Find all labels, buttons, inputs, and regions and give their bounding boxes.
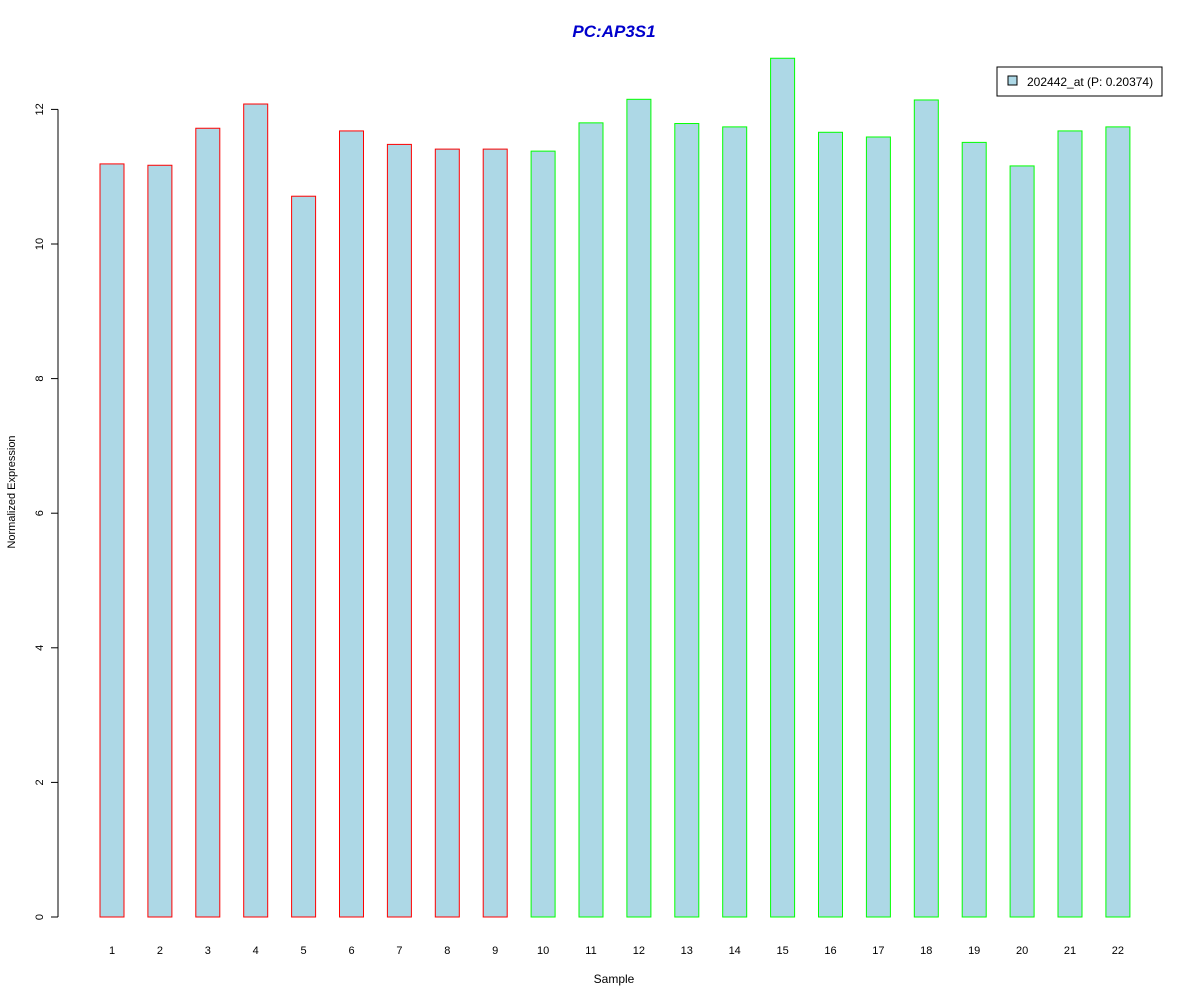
bar-sample-20 xyxy=(1009,165,1035,918)
x-tick-label: 12 xyxy=(633,945,645,957)
bar-sample-4 xyxy=(243,103,269,918)
y-tick-label: 10 xyxy=(34,238,46,250)
x-tick-label: 1 xyxy=(109,945,115,957)
x-tick-label: 21 xyxy=(1064,945,1076,957)
x-tick-label: 13 xyxy=(681,945,693,957)
bar-sample-9 xyxy=(482,148,508,918)
x-tick-label: 4 xyxy=(253,945,259,957)
x-tick-label: 6 xyxy=(348,945,354,957)
bar-sample-19 xyxy=(961,141,987,918)
x-tick-label: 22 xyxy=(1112,945,1124,957)
x-tick-label: 8 xyxy=(444,945,450,957)
x-tick-label: 14 xyxy=(729,945,741,957)
bar-sample-6 xyxy=(339,130,364,918)
x-tick-label: 9 xyxy=(492,945,498,957)
bar-sample-11 xyxy=(578,122,604,918)
bar-sample-14 xyxy=(722,126,748,918)
x-tick-labels: 1 2 3 4 5 6 7 8 9 10 11 12 13 14 15 16 17 18 19 20 21 22 xyxy=(109,945,1124,957)
y-axis-label: Normalized Expression xyxy=(6,435,18,548)
legend-box xyxy=(996,66,1163,97)
y-tick-label: 8 xyxy=(34,376,46,382)
bar-sample-17 xyxy=(865,136,891,918)
x-tick-label: 3 xyxy=(205,945,211,957)
bar-sample-16 xyxy=(818,131,843,918)
x-tick-label: 5 xyxy=(301,945,307,957)
bar-sample-10 xyxy=(530,150,556,918)
bar-sample-7 xyxy=(386,143,412,918)
bar-sample-22 xyxy=(1105,126,1131,918)
x-tick-label: 16 xyxy=(824,945,836,957)
bar-sample-5 xyxy=(291,195,317,918)
bar-sample-2 xyxy=(147,164,173,918)
x-tick-label: 2 xyxy=(157,945,163,957)
y-tick-label: 4 xyxy=(34,645,46,651)
bar-sample-13 xyxy=(674,123,700,918)
bars-group xyxy=(99,57,1131,918)
bar-sample-12 xyxy=(626,98,652,918)
bar-sample-8 xyxy=(434,148,460,918)
y-tick-label: 6 xyxy=(34,510,46,516)
legend-label: 202442_at (P: 0.20374) xyxy=(1027,75,1153,89)
legend-swatch xyxy=(1007,75,1018,86)
x-axis-label: Sample xyxy=(594,972,635,986)
y-axis: 0 2 4 6 8 10 12 xyxy=(34,103,59,920)
x-tick-label: 19 xyxy=(968,945,980,957)
y-tick-label: 0 xyxy=(34,914,46,920)
bar-sample-1 xyxy=(99,163,125,918)
chart-title: PC:AP3S1 xyxy=(572,22,655,41)
bar-sample-21 xyxy=(1057,130,1083,918)
legend: 202442_at (P: 0.20374) xyxy=(996,66,1163,97)
x-tick-label: 10 xyxy=(537,945,549,957)
y-tick-label: 2 xyxy=(34,779,46,785)
y-tick-label: 12 xyxy=(34,103,46,115)
bar-sample-15 xyxy=(770,57,796,918)
x-tick-label: 20 xyxy=(1016,945,1028,957)
bar-sample-3 xyxy=(195,127,221,918)
x-tick-label: 7 xyxy=(396,945,402,957)
x-tick-label: 11 xyxy=(585,945,596,957)
x-tick-label: 17 xyxy=(872,945,884,957)
bar-sample-18 xyxy=(913,99,939,918)
x-tick-label: 15 xyxy=(776,945,788,957)
x-tick-label: 18 xyxy=(920,945,932,957)
